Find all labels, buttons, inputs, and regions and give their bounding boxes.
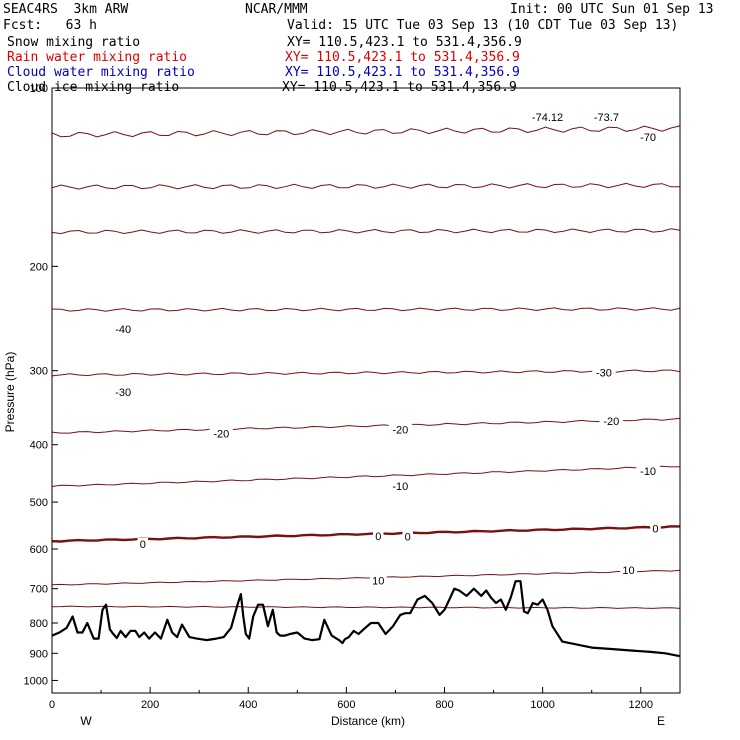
x-axis-east-label: E: [657, 714, 665, 728]
contour-label-bg: [111, 386, 135, 398]
isotherm-lines: [51, 125, 681, 609]
field-label-cloud-water: Cloud water mixing ratio: [7, 65, 195, 80]
x-tick-label: 0: [49, 699, 55, 711]
y-tick-label: 300: [30, 366, 48, 378]
isotherm--20: [51, 417, 681, 434]
x-tick-label: 600: [337, 699, 355, 711]
contour-label: -10: [392, 481, 408, 493]
contour-label-bg: [636, 131, 660, 143]
y-tick-label: 900: [30, 648, 48, 660]
contour-label-bg: [526, 111, 570, 123]
y-tick-label: 500: [30, 497, 48, 509]
isotherm--70: [51, 125, 681, 138]
terrain-line: [51, 580, 681, 658]
contour-label: 0: [375, 531, 381, 543]
field-xy-cloud-water: XY= 110.5,423.1 to 531.4,356.9: [285, 65, 520, 80]
valid-time: Valid: 15 UTC Tue 03 Sep 13 (10 CDT Tue …: [287, 18, 679, 33]
y-tick-label: 700: [30, 584, 48, 596]
x-tick-label: 400: [239, 699, 257, 711]
contour-label: 10: [622, 565, 634, 577]
isotherm--60: [51, 182, 681, 190]
y-axis-label: Pressure (hPa): [3, 352, 17, 433]
field-label-snow: Snow mixing ratio: [7, 35, 141, 50]
contour-label-bg: [373, 529, 384, 541]
y-tick-label: 1000: [24, 675, 48, 687]
contour-label-bg: [209, 427, 234, 439]
contour-label-bg: [636, 464, 660, 476]
isotherm--40: [51, 307, 681, 312]
contour-label-bg: [402, 530, 413, 542]
contour-label: -40: [115, 324, 131, 336]
isotherm-10: [51, 569, 681, 586]
x-axis-west-label: W: [80, 714, 92, 728]
contour-label-bg: [588, 111, 625, 123]
x-tick-label: 200: [141, 699, 159, 711]
contour-label: -20: [392, 424, 408, 436]
isotherm-0: [51, 525, 681, 543]
isotherm--30: [51, 369, 681, 377]
x-tick-label: 1000: [530, 699, 554, 711]
contour-label-bg: [599, 415, 624, 427]
terrain-layer: [51, 580, 681, 658]
isotherm--50: [51, 228, 681, 235]
y-tick-label: 600: [30, 544, 48, 556]
contour-label: -30: [596, 367, 612, 379]
contour-label-bg: [388, 480, 413, 492]
x-axis-label: Distance (km): [331, 714, 405, 728]
contour-label: 0: [652, 523, 658, 535]
contour-label: -20: [603, 416, 619, 428]
contour-label-bg: [369, 574, 387, 586]
contour-label: -30: [115, 387, 131, 399]
model-title: SEAC4RS 3km ARW: [3, 2, 129, 17]
contour-label: -74.12: [532, 112, 563, 124]
contour-label: -70: [640, 132, 656, 144]
axes: 0 200 400 600 800 1000 12001002003004005006007…: [24, 83, 653, 711]
contour-labels: -74.12 -73.7 -70 -40 -30 -30 -20 -20 -20 -10 -10 0 0…: [111, 111, 661, 587]
contour-label-bg: [137, 537, 149, 549]
field-xy-snow: XY= 110.5,423.1 to 531.4,356.9: [287, 35, 522, 50]
isotherm--10: [51, 465, 681, 487]
field-xy-rain: XY= 110.5,423.1 to 531.4,356.9: [285, 50, 520, 65]
contour-label: 0: [140, 539, 146, 551]
contour-label-bg: [388, 423, 413, 435]
contour-label: -73.7: [594, 112, 619, 124]
contour-label-bg: [619, 564, 637, 576]
contour-label-bg: [592, 366, 616, 378]
contour-label: -20: [213, 429, 229, 441]
isotherm-20: [51, 605, 681, 609]
x-tick-label: 800: [435, 699, 453, 711]
y-tick-label: 100: [30, 83, 48, 95]
y-tick-label: 400: [30, 440, 48, 452]
organization: NCAR/MMM: [245, 2, 308, 17]
contour-label: 10: [372, 575, 384, 587]
contour-label-bg: [111, 322, 135, 334]
contour-label: 0: [405, 531, 411, 543]
contour-label-bg: [650, 522, 661, 534]
forecast-hour: Fcst: 63 h: [3, 18, 97, 33]
contour-label: -10: [640, 466, 656, 478]
y-tick-label: 200: [30, 261, 48, 273]
plot-frame: [51, 87, 681, 694]
init-time: Init: 00 UTC Sun 01 Sep 13: [510, 2, 714, 17]
x-tick-label: 1200: [629, 699, 653, 711]
field-label-rain: Rain water mixing ratio: [7, 50, 188, 65]
y-tick-label: 800: [30, 618, 48, 630]
